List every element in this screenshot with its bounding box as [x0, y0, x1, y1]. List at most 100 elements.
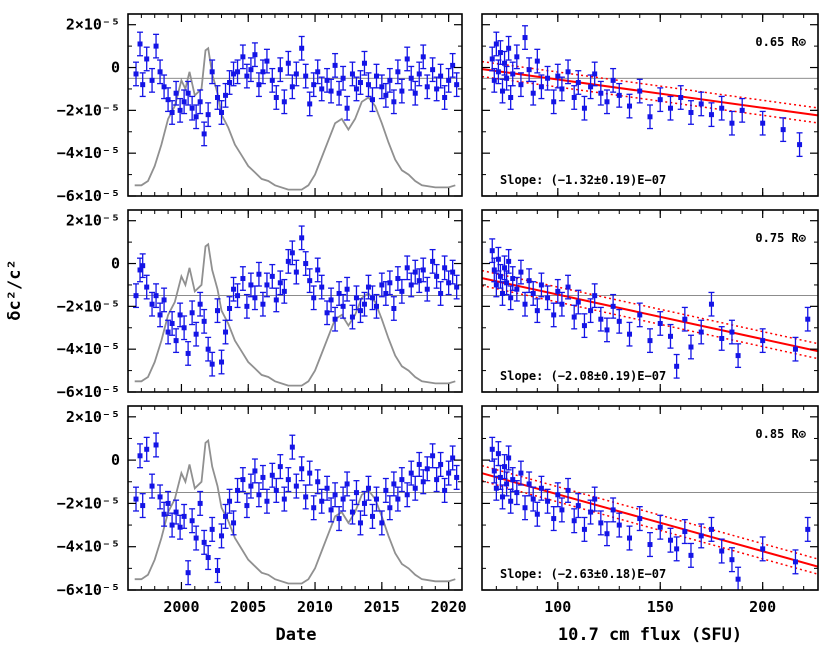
data-marker	[177, 312, 183, 318]
data-point	[310, 72, 317, 98]
data-marker	[719, 335, 725, 341]
data-point	[687, 542, 694, 568]
data-point	[369, 87, 376, 113]
data-point	[157, 484, 164, 510]
data-marker	[240, 54, 246, 60]
data-marker	[559, 301, 565, 307]
data-point	[420, 257, 427, 283]
data-marker	[698, 533, 704, 539]
data-marker	[508, 95, 514, 101]
data-marker	[780, 127, 786, 133]
data-marker	[252, 295, 258, 301]
data-point	[513, 44, 520, 70]
panel-frame	[481, 209, 819, 393]
data-marker	[369, 513, 375, 519]
data-point	[373, 486, 380, 512]
data-marker	[332, 62, 338, 68]
data-point	[534, 501, 541, 527]
fit-band-line	[482, 284, 818, 360]
data-point	[263, 272, 270, 298]
data-marker	[209, 69, 215, 75]
data-marker	[281, 496, 287, 502]
data-point	[534, 48, 541, 74]
data-marker	[637, 516, 643, 522]
data-point	[218, 349, 225, 375]
data-point	[677, 85, 684, 110]
data-marker	[256, 492, 262, 498]
data-marker	[497, 474, 503, 480]
data-point	[269, 462, 276, 488]
data-point	[239, 44, 246, 70]
data-point	[133, 486, 140, 512]
data-marker	[534, 308, 540, 314]
data-point	[626, 321, 633, 347]
data-marker	[442, 265, 448, 271]
data-marker	[399, 477, 405, 483]
data-marker	[264, 58, 270, 64]
data-marker	[340, 75, 346, 81]
data-point	[597, 510, 604, 536]
panel-time-0.85: 2×10⁻⁵ 0 −2×10⁻⁵ −4×10⁻⁵ −6×10⁻⁵ 2000 2005 2010…	[57, 405, 467, 616]
data-marker	[153, 293, 159, 299]
data-marker	[289, 444, 295, 450]
data-marker	[133, 71, 139, 77]
data-point	[234, 283, 241, 309]
data-point	[416, 268, 423, 294]
data-point	[433, 76, 440, 102]
data-point	[353, 480, 360, 506]
data-marker	[538, 84, 544, 90]
data-marker	[387, 280, 393, 286]
panel-frame	[481, 405, 819, 591]
data-marker	[571, 314, 577, 320]
data-point	[226, 296, 233, 321]
data-marker	[248, 483, 254, 489]
data-marker	[430, 258, 436, 264]
data-point	[281, 486, 288, 512]
data-marker	[209, 361, 215, 367]
data-point	[344, 276, 351, 302]
data-point	[687, 100, 694, 125]
data-marker	[442, 487, 448, 493]
data-point	[259, 291, 266, 317]
data-point	[390, 471, 397, 497]
data-point	[273, 287, 280, 313]
data-point	[332, 482, 339, 508]
data-point	[298, 35, 305, 61]
data-marker	[588, 509, 594, 515]
y-tick-label: −6×10⁻⁵	[57, 581, 120, 599]
plot-area	[128, 432, 462, 586]
data-point	[647, 328, 653, 354]
data-marker	[688, 109, 694, 115]
data-point	[591, 283, 598, 309]
data-point	[804, 306, 811, 332]
data-point	[759, 110, 766, 136]
data-marker	[522, 35, 528, 41]
data-marker	[708, 526, 714, 532]
data-point	[365, 72, 372, 98]
data-marker	[197, 301, 203, 307]
data-marker	[530, 496, 536, 502]
data-point	[550, 89, 557, 115]
data-point	[165, 490, 172, 516]
data-point	[357, 298, 364, 324]
data-marker	[340, 303, 346, 309]
x-tick-label: 2000	[163, 598, 199, 616]
data-marker	[369, 295, 375, 301]
data-marker	[328, 507, 334, 513]
data-point	[273, 477, 280, 503]
panel-time-0.75: 2×10⁻⁵ 0 −2×10⁻⁵ −4×10⁻⁵ −6×10⁻⁵	[57, 209, 463, 401]
data-marker	[616, 522, 622, 528]
data-marker	[189, 518, 195, 524]
panels: 2×10⁻⁵ 0 −2×10⁻⁵ −4×10⁻⁵ −6×10⁻⁵ 0.65 R⊙ Slope…	[57, 13, 819, 616]
data-marker	[391, 481, 397, 487]
data-marker	[545, 75, 551, 81]
data-marker	[489, 56, 495, 62]
data-marker	[416, 461, 422, 467]
radius-label: 0.75 R⊙	[755, 231, 806, 245]
data-marker	[336, 291, 342, 297]
data-point	[269, 67, 276, 93]
data-point	[298, 456, 305, 482]
data-point	[728, 319, 735, 345]
data-point	[667, 95, 674, 121]
data-marker	[491, 468, 497, 474]
